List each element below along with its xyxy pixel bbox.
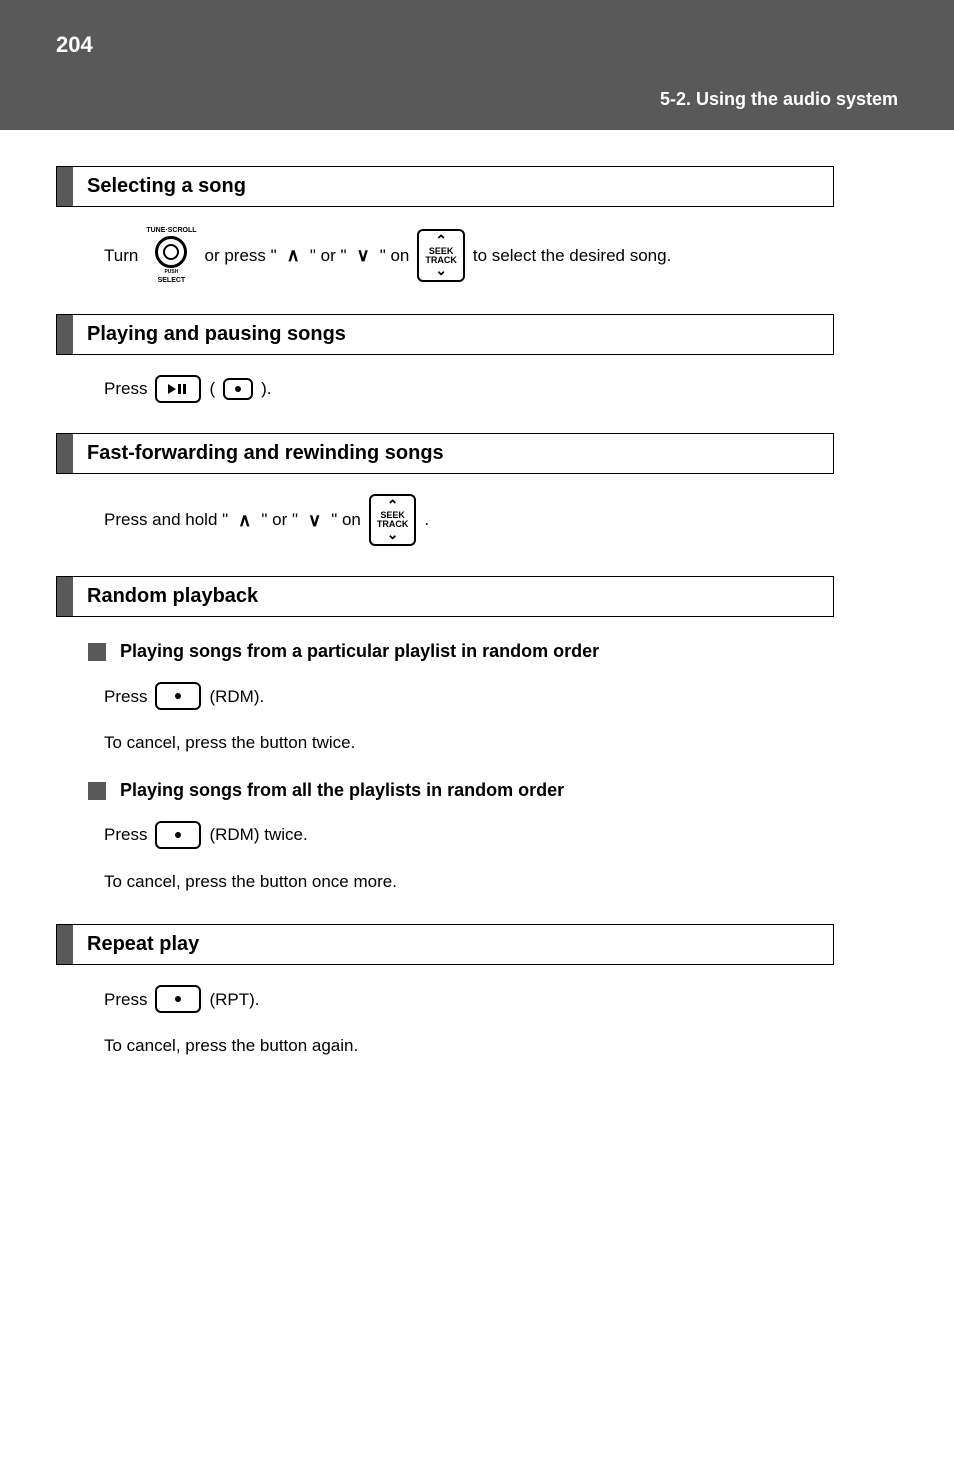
section-notch xyxy=(57,434,73,473)
paragraph: To cancel, press the button again. xyxy=(104,1033,834,1059)
text: To cancel, press the button once more. xyxy=(104,869,397,895)
chevron-down-icon: ∨ xyxy=(306,507,323,534)
play-pause-icon xyxy=(168,383,188,395)
text: Press xyxy=(104,822,147,848)
paragraph: Press (RDM). xyxy=(104,682,834,710)
chevron-up-icon: ∧ xyxy=(236,507,253,534)
paragraph: Press (RDM) twice. xyxy=(104,821,834,849)
section-title: Random playback xyxy=(73,577,272,616)
chevron-up-icon: ⌃ xyxy=(435,235,447,246)
section-title: Repeat play xyxy=(73,925,213,964)
text: (RPT). xyxy=(209,987,259,1013)
paragraph: Press (RPT). xyxy=(104,985,834,1013)
text: (RDM) twice. xyxy=(209,822,307,848)
bullet-box-icon xyxy=(88,643,106,661)
text: " or " xyxy=(261,507,298,533)
dot-icon xyxy=(235,386,241,392)
knob-label-top: TUNE·SCROLL xyxy=(146,227,196,234)
text: " or " xyxy=(310,243,347,269)
text: To cancel, press the button twice. xyxy=(104,730,355,756)
button-2-icon xyxy=(155,985,201,1013)
seek-track-button-icon: ⌃ SEEK TRACK ⌄ xyxy=(369,494,417,546)
section-notch xyxy=(57,577,73,616)
button-1-icon xyxy=(155,682,201,710)
text: " on xyxy=(380,243,410,269)
play-pause-button-icon xyxy=(155,375,201,403)
section-notch xyxy=(57,315,73,354)
section-title: Playing and pausing songs xyxy=(73,315,360,354)
knob-label-push: PUSH xyxy=(164,270,178,275)
chapter-title: 5-2. Using the audio system xyxy=(660,89,898,110)
text: ). xyxy=(261,376,271,402)
section-notch xyxy=(57,167,73,206)
text: Press xyxy=(104,376,147,402)
section-heading: Selecting a song xyxy=(56,166,834,207)
chevron-down-icon: ∨ xyxy=(355,242,372,269)
text: . xyxy=(424,507,429,533)
bullet-box-icon xyxy=(88,782,106,800)
dial-icon xyxy=(155,236,187,268)
text: (RDM). xyxy=(209,684,264,710)
text: ( xyxy=(209,376,215,402)
section-title: Fast-forwarding and rewinding songs xyxy=(73,434,458,473)
subsection-title: Playing songs from all the playlists in … xyxy=(120,780,564,801)
text: Turn xyxy=(104,243,138,269)
paragraph: Turn TUNE·SCROLL PUSH SELECT or press " … xyxy=(104,227,834,284)
subsection: Playing songs from a particular playlist… xyxy=(88,641,834,662)
dot-icon xyxy=(175,832,181,838)
text: To cancel, press the button again. xyxy=(104,1033,358,1059)
text: Press xyxy=(104,684,147,710)
manual-page: 204 5-2. Using the audio system Selectin… xyxy=(0,0,954,1099)
text: or press " xyxy=(205,243,277,269)
text: Press and hold " xyxy=(104,507,228,533)
text: " on xyxy=(331,507,361,533)
page-header: 204 5-2. Using the audio system xyxy=(0,0,954,130)
chevron-up-icon: ∧ xyxy=(285,242,302,269)
knob-label-bottom: SELECT xyxy=(158,277,186,284)
page-content: Selecting a song Turn TUNE·SCROLL PUSH S… xyxy=(0,130,954,1099)
paragraph: Press and hold " ∧ " or " ∨ " on ⌃ SEEK … xyxy=(104,494,834,546)
chevron-down-icon: ⌄ xyxy=(387,529,399,540)
dot-icon xyxy=(175,693,181,699)
section-heading: Repeat play xyxy=(56,924,834,965)
section-heading: Playing and pausing songs xyxy=(56,314,834,355)
section-heading: Random playback xyxy=(56,576,834,617)
subsection: Playing songs from all the playlists in … xyxy=(88,780,834,801)
paragraph: To cancel, press the button once more. xyxy=(104,869,834,895)
paragraph: Press (). xyxy=(104,375,834,403)
subsection-title: Playing songs from a particular playlist… xyxy=(120,641,599,662)
section-title: Selecting a song xyxy=(73,167,260,206)
seek-track-button-icon: ⌃ SEEK TRACK ⌄ xyxy=(417,229,465,281)
section-notch xyxy=(57,925,73,964)
button-icon xyxy=(223,378,253,400)
chevron-down-icon: ⌄ xyxy=(435,265,447,276)
paragraph: To cancel, press the button twice. xyxy=(104,730,834,756)
button-1-icon xyxy=(155,821,201,849)
page-number: 204 xyxy=(56,32,93,58)
text: to select the desired song. xyxy=(473,243,671,269)
dot-icon xyxy=(175,996,181,1002)
section-heading: Fast-forwarding and rewinding songs xyxy=(56,433,834,474)
text: Press xyxy=(104,987,147,1013)
tune-scroll-knob-icon: TUNE·SCROLL PUSH SELECT xyxy=(146,227,196,284)
